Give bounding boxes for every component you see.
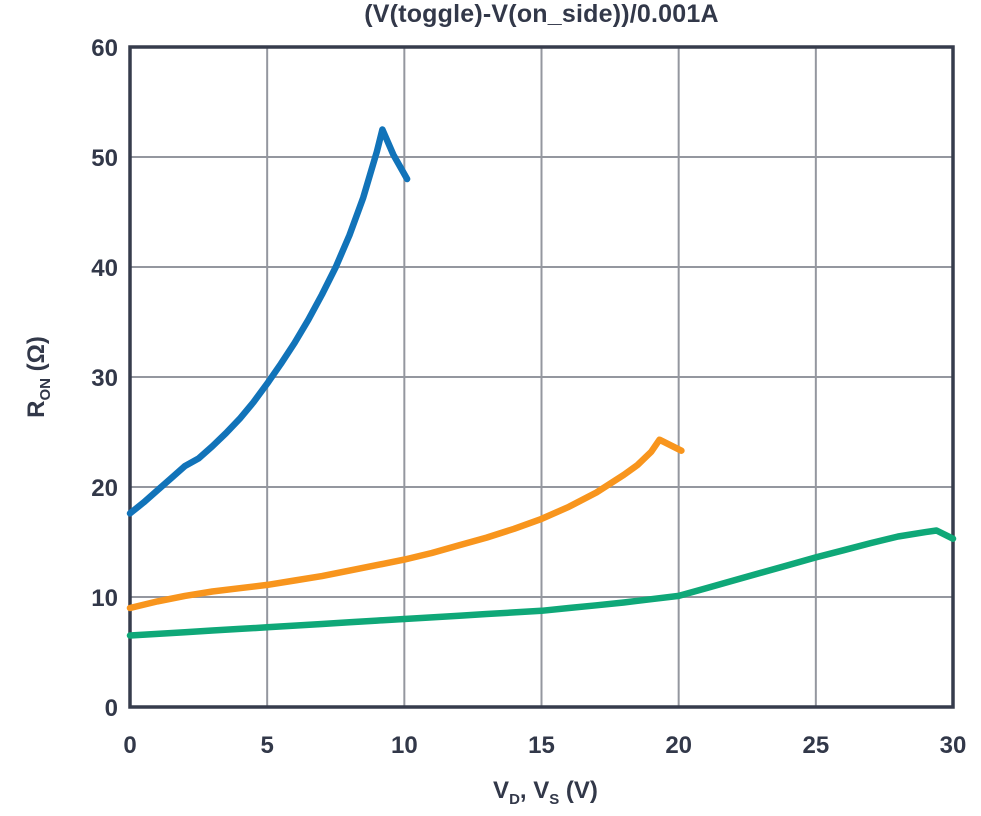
y-axis-label: RON (Ω) [23,336,54,418]
series-line-orange [126,436,685,612]
y-tick-label: 0 [105,695,118,722]
plot-border [128,45,955,709]
y-tick-label: 40 [91,255,118,282]
series-line-green [126,527,957,639]
chart-title: (V(toggle)-V(on_side))/0.001A [364,0,719,28]
y-tick-label: 30 [91,365,118,392]
y-tick-label: 10 [91,585,118,612]
x-tick-label: 15 [528,732,555,759]
x-axis-label: VD, VS (V) [493,777,598,808]
y-tick-label: 50 [91,145,118,172]
x-tick-label: 5 [260,732,273,759]
y-tick-label: 60 [91,35,118,62]
x-tick-label: 30 [940,732,967,759]
series-line-blue [126,126,411,517]
x-tick-label: 25 [802,732,829,759]
y-tick-label: 20 [91,475,118,502]
x-tick-label: 20 [665,732,692,759]
x-tick-label: 10 [391,732,418,759]
x-tick-label: 0 [123,732,136,759]
